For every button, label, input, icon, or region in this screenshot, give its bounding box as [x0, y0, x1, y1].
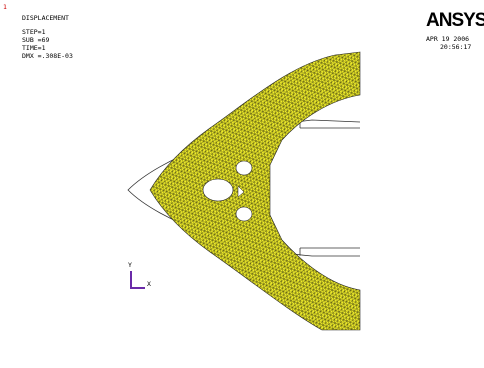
time: 20:56:17: [440, 43, 471, 51]
graphics-area: 1 DISPLACEMENT STEP=1 SUB =69 TIME=1 DMX…: [0, 0, 484, 368]
result-line: DMX =.308E-03: [22, 52, 73, 60]
triad-x-label: X: [147, 280, 151, 288]
result-title: DISPLACEMENT: [22, 14, 69, 22]
hole: [236, 161, 252, 175]
hole: [203, 179, 233, 201]
result-line: STEP=1: [22, 28, 46, 36]
hole: [236, 207, 252, 221]
window-number: 1: [3, 3, 7, 11]
logo: ANSYS: [426, 10, 484, 31]
ansys-window: 1 DISPLACEMENT STEP=1 SUB =69 TIME=1 DMX…: [0, 0, 484, 368]
result-line: SUB =69: [22, 36, 49, 44]
date: APR 19 2006: [426, 35, 469, 43]
result-line: TIME=1: [22, 44, 46, 52]
triad-y-label: Y: [128, 261, 132, 269]
